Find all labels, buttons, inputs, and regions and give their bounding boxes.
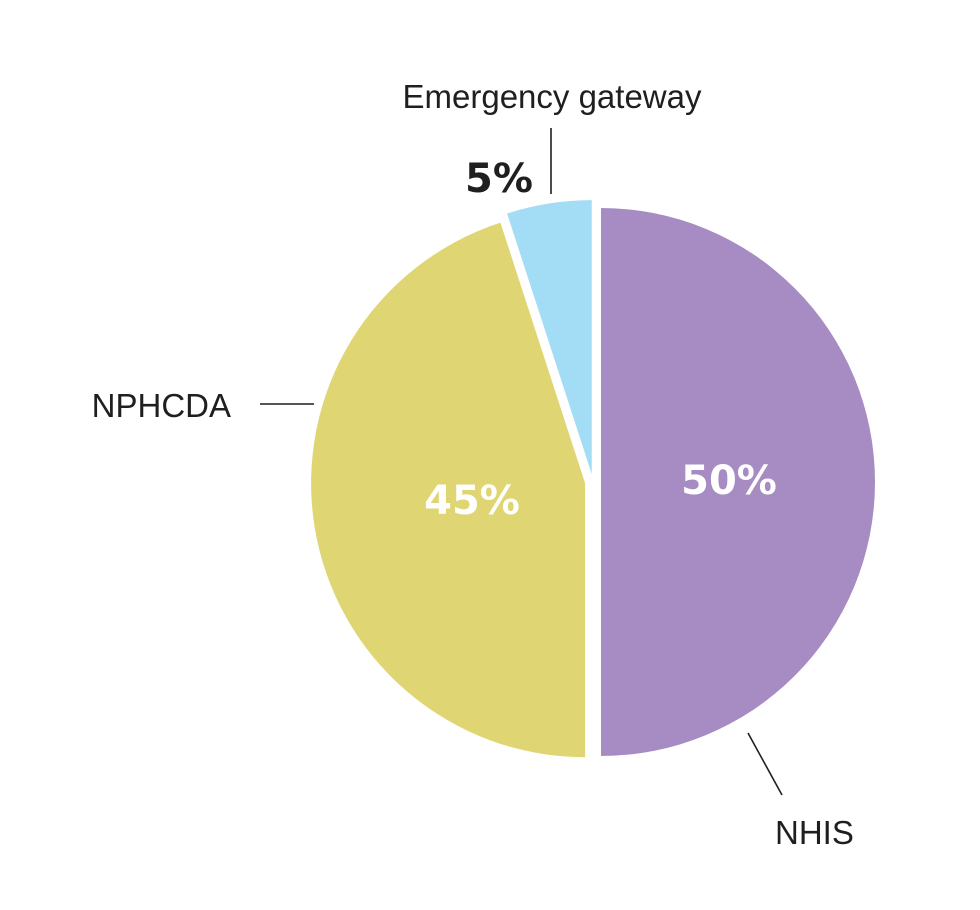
pie-slice-nhis <box>601 208 875 756</box>
pie-slice-nphcda <box>311 222 586 758</box>
leader-line-nhis <box>747 732 783 796</box>
pie-slices <box>311 200 875 758</box>
slice-category-label-nhis: NHIS <box>775 814 854 851</box>
pie-slice-emergency-gateway <box>507 200 592 475</box>
slice-category-label-emergency-gateway: Emergency gateway <box>403 78 702 115</box>
slice-value-label-nhis: 50% <box>681 458 777 504</box>
slice-value-label-nphcda: 45% <box>424 478 520 524</box>
slice-value-label-emergency-gateway: 5% <box>465 156 533 202</box>
slice-category-label-nphcda: NPHCDA <box>92 387 231 424</box>
